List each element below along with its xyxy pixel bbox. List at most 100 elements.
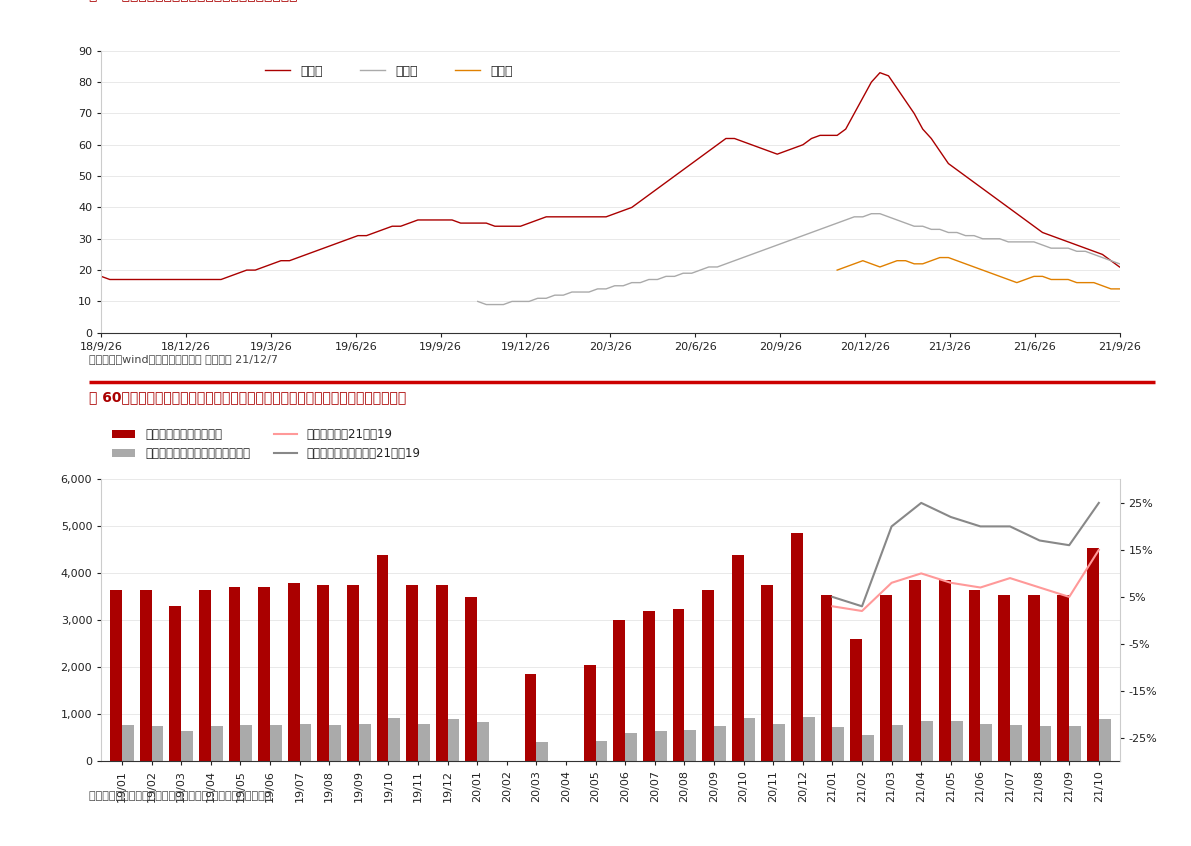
海伦司 [908,259,922,269]
Bar [358,724,370,761]
Line: 海底捞: 海底捞 [101,73,1120,279]
Bar [418,724,430,761]
海伦司 [830,265,844,275]
Bar [388,717,400,761]
海底捞 [873,68,887,78]
Bar [862,735,874,761]
九毛九 [898,218,912,228]
Bar [821,595,833,761]
海底捞 [376,224,391,234]
Bar [1040,726,1052,761]
Line: 海伦司: 海伦司 [837,257,1120,288]
Bar [791,534,803,761]
Bar [803,717,815,761]
海伦司 [959,259,973,269]
Bar [436,585,448,761]
海伦司 [1027,272,1041,282]
海伦司 [890,255,904,266]
Bar [270,725,282,761]
Bar [376,555,388,761]
Line: 九毛九: 九毛九 [478,214,1120,305]
九毛九 [916,221,930,231]
海伦司 [1096,281,1110,291]
海伦司 [916,259,930,269]
九毛九 [701,262,716,272]
海伦司 [933,252,947,262]
海底捞 [667,171,681,181]
Bar [939,580,950,761]
Bar [713,726,725,761]
Bar [596,741,607,761]
Bar [181,731,193,761]
Bar [950,721,962,761]
海底捞 [804,134,818,144]
九毛九 [1002,237,1016,247]
Bar [317,585,329,761]
Bar [1058,595,1070,761]
Bar [655,731,667,761]
海伦司 [898,255,912,266]
Bar [448,719,460,761]
Bar [625,733,637,761]
海伦司 [1002,274,1016,284]
九毛九 [865,209,879,219]
海伦司 [1061,274,1075,284]
海伦司 [1045,274,1059,284]
海伦司 [967,262,981,272]
Legend: 社零餐饮收入（当月值）, 限额以上企业餐饮收入（当月值）, 社零餐饮收入21同比19, 限额以上企业餐饮收入21同比19: 社零餐饮收入（当月值）, 限额以上企业餐饮收入（当月值）, 社零餐饮收入21同比… [107,423,425,464]
Bar [850,640,862,761]
Bar [1010,725,1022,761]
Legend: 海底捞, 九毛九, 海伦司: 海底捞, 九毛九, 海伦司 [260,60,518,83]
Bar [406,585,418,761]
Bar [139,590,151,761]
海伦司 [1053,274,1067,284]
海伦司 [1112,283,1127,294]
Bar [1028,595,1040,761]
Bar [211,726,223,761]
Bar [613,620,625,761]
Bar [258,587,270,761]
Bar [584,665,596,761]
海伦司 [984,268,998,278]
Text: 数据来源：wind，东方证券研究所 注：截至 21/12/7: 数据来源：wind，东方证券研究所 注：截至 21/12/7 [89,354,279,364]
海伦司 [1086,277,1100,288]
海底捞 [102,274,117,284]
Text: 数据来源：国家统计局，东方证券研究所 注：同比数据为右轴: 数据来源：国家统计局，东方证券研究所 注：同比数据为右轴 [89,791,272,801]
Bar [968,590,980,761]
Bar [892,725,904,761]
Bar [910,580,921,761]
Bar [110,590,121,761]
Bar [536,742,548,761]
Bar [773,724,785,761]
海伦司 [975,265,990,275]
Bar [998,595,1010,761]
海底捞 [317,243,331,253]
Text: 图 60：社零餐饮收入恢复不及预期，限额以上优于整体、分化加剧（单位：亿元）: 图 60：社零餐饮收入恢复不及预期，限额以上优于整体、分化加剧（单位：亿元） [89,391,406,404]
海伦司 [847,259,861,269]
九毛九 [813,224,828,234]
Bar [199,590,211,761]
海伦司 [992,272,1006,282]
Bar [1087,547,1099,761]
海底捞 [916,124,930,135]
海伦司 [1010,277,1024,288]
海伦司 [1035,272,1049,282]
Bar [921,722,933,761]
Bar [833,727,844,761]
Bar [329,725,341,761]
Bar [703,590,713,761]
Bar [169,607,181,761]
Bar [743,717,755,761]
Bar [643,611,655,761]
海伦司 [855,255,869,266]
海底捞 [94,272,108,282]
Bar [524,674,536,761]
海伦司 [1104,283,1118,294]
海伦司 [873,262,887,272]
Bar [980,724,992,761]
Bar [466,597,478,761]
Bar [685,730,697,761]
Bar [151,726,163,761]
海底捞 [1112,262,1127,272]
Bar [761,585,773,761]
